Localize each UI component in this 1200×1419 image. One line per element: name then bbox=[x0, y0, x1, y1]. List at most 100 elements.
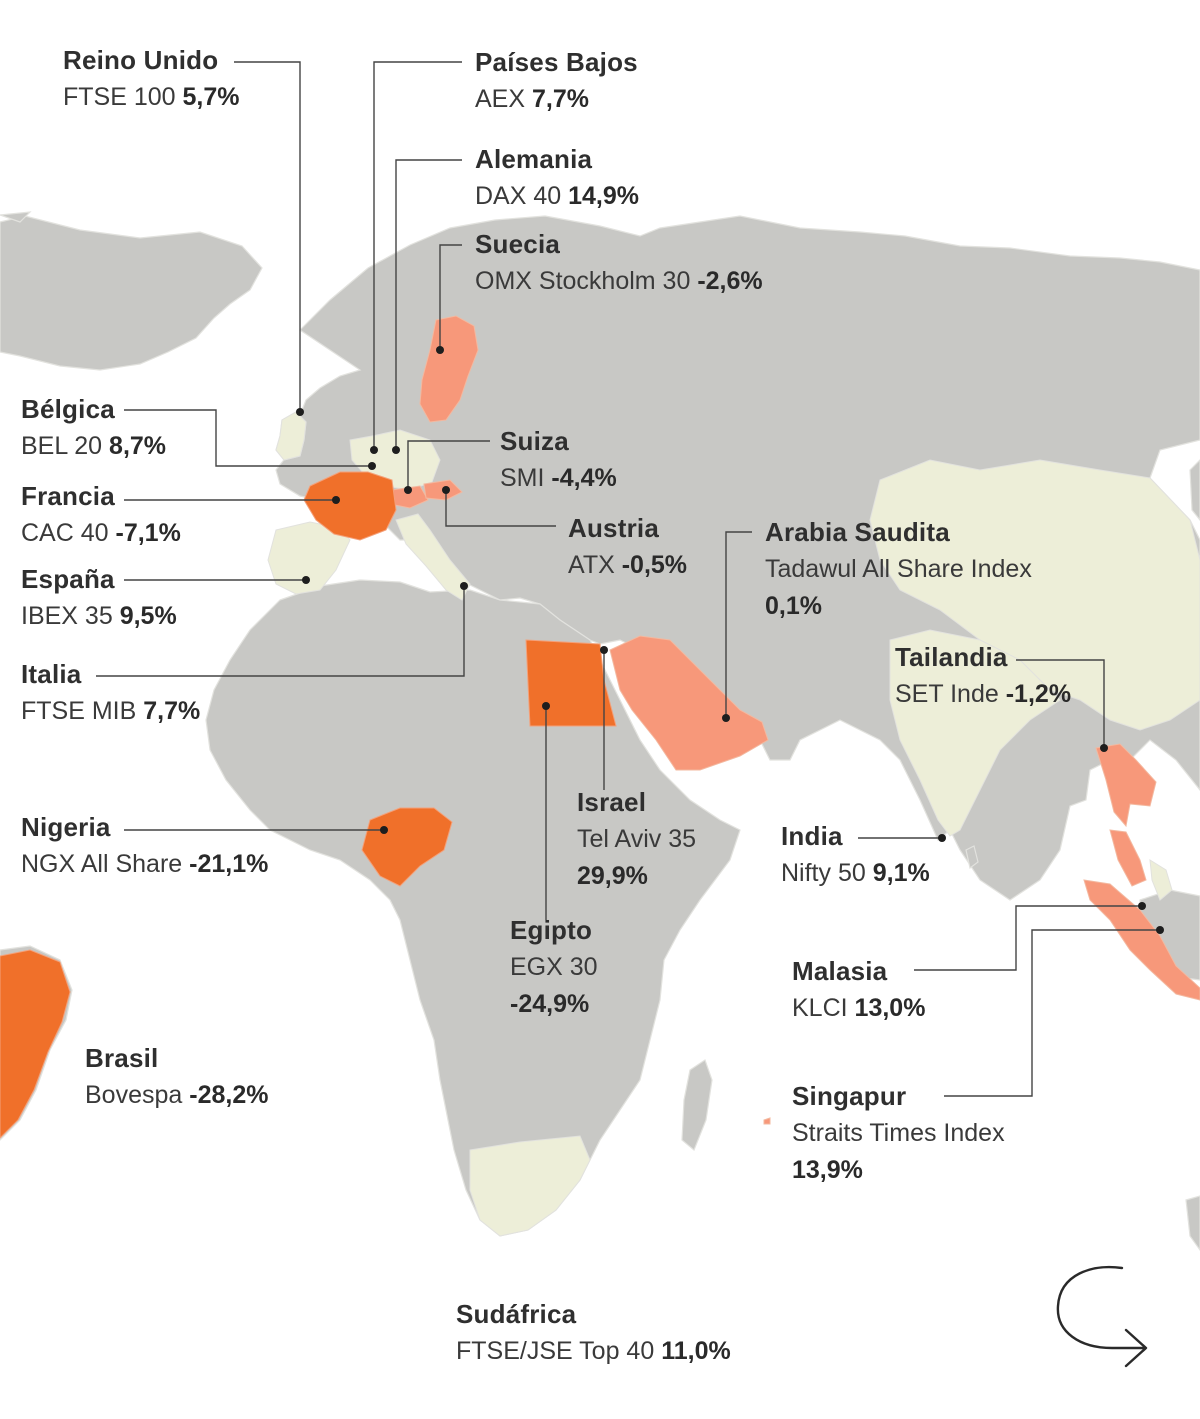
country-name: Brasil bbox=[85, 1043, 159, 1073]
index-value: -24,9% bbox=[510, 990, 590, 1018]
dot-malasia bbox=[1138, 902, 1146, 910]
index-name: ATX bbox=[568, 551, 615, 579]
index-name: FTSE 100 bbox=[63, 83, 176, 111]
index-value: -4,4% bbox=[551, 464, 617, 492]
country-name: España bbox=[21, 564, 115, 594]
dot-belgica bbox=[368, 462, 376, 470]
country-name: Arabia Saudita bbox=[765, 517, 950, 547]
dot-austria bbox=[442, 486, 450, 494]
country-name: India bbox=[781, 821, 843, 851]
country-name: Austria bbox=[568, 513, 659, 543]
label-egipto: Egipto EGX 30 -24,9% bbox=[510, 912, 598, 1023]
leader-suiza bbox=[407, 440, 490, 490]
label-sudafrica: Sudáfrica FTSE/JSE Top 40 11,0% bbox=[456, 1296, 731, 1370]
leader-lines bbox=[96, 61, 1160, 1097]
index-value: -7,1% bbox=[115, 519, 181, 547]
country-name: Sudáfrica bbox=[456, 1299, 577, 1329]
country-name: Tailandia bbox=[895, 642, 1008, 672]
leader-italia bbox=[96, 586, 465, 677]
land-madagascar bbox=[681, 1059, 713, 1151]
index-name: Tadawul All Share Index bbox=[765, 555, 1032, 583]
strong-orange-layer bbox=[0, 471, 617, 1139]
land-north-america bbox=[0, 215, 263, 371]
country-name: Malasia bbox=[792, 956, 888, 986]
marker-dots bbox=[296, 346, 1164, 934]
index-name: Bovespa bbox=[85, 1081, 183, 1109]
index-name: KLCI bbox=[792, 994, 848, 1022]
label-alemania: Alemania DAX 40 14,9% bbox=[475, 141, 639, 215]
leader-tailandia bbox=[1016, 659, 1105, 748]
label-brasil: Brasil Bovespa -28,2% bbox=[85, 1040, 268, 1114]
dot-alemania bbox=[392, 446, 400, 454]
dot-nigeria bbox=[380, 826, 388, 834]
dot-reino-unido bbox=[296, 408, 304, 416]
index-value: 29,9% bbox=[577, 862, 648, 890]
leader-reino-unido bbox=[234, 61, 301, 412]
dot-singapur bbox=[1156, 926, 1164, 934]
label-espana: España IBEX 35 9,5% bbox=[21, 561, 177, 635]
country-name: Suecia bbox=[475, 229, 561, 259]
country-name: Suiza bbox=[500, 426, 569, 456]
label-suecia: Suecia OMX Stockholm 30 -2,6% bbox=[475, 226, 763, 300]
country-name: Alemania bbox=[475, 144, 593, 174]
country-singapore-dot bbox=[763, 1117, 771, 1125]
leader-paises-bajos bbox=[373, 61, 462, 450]
country-thailand-fill bbox=[1095, 743, 1157, 828]
index-name: BEL 20 bbox=[21, 432, 103, 460]
index-value: -21,1% bbox=[189, 850, 269, 878]
leader-belgica bbox=[124, 409, 372, 467]
index-value: 7,7% bbox=[143, 697, 201, 725]
index-value: 0,1% bbox=[765, 592, 822, 620]
index-name: CAC 40 bbox=[21, 519, 109, 547]
dot-suecia bbox=[436, 346, 444, 354]
label-italia: Italia FTSE MIB 7,7% bbox=[21, 656, 200, 730]
label-francia: Francia CAC 40 -7,1% bbox=[21, 478, 181, 552]
index-name: OMX Stockholm 30 bbox=[475, 267, 691, 295]
dot-francia bbox=[332, 496, 340, 504]
label-malasia: Malasia KLCI 13,0% bbox=[792, 953, 925, 1027]
dot-egipto bbox=[542, 702, 550, 710]
label-tailandia: Tailandia SET Inde -1,2% bbox=[895, 639, 1071, 713]
label-belgica: Bélgica BEL 20 8,7% bbox=[21, 391, 166, 465]
country-name: Singapur bbox=[792, 1081, 907, 1111]
arrow-right-icon[interactable] bbox=[1052, 1262, 1152, 1392]
dot-paises-bajos bbox=[370, 446, 378, 454]
country-name: Nigeria bbox=[21, 812, 111, 842]
index-name: Straits Times Index bbox=[792, 1119, 1005, 1147]
country-india-fill bbox=[889, 629, 1061, 837]
country-france-fill bbox=[303, 471, 397, 541]
index-name: NGX All Share bbox=[21, 850, 183, 878]
country-name: Francia bbox=[21, 481, 115, 511]
country-malaysia-fill bbox=[1109, 829, 1147, 887]
country-china-fill bbox=[869, 459, 1200, 731]
dot-israel bbox=[600, 646, 608, 654]
label-nigeria: Nigeria NGX All Share -21,1% bbox=[21, 809, 268, 883]
label-arabia-saudita: Arabia Saudita Tadawul All Share Index 0… bbox=[765, 514, 1032, 625]
dot-arabia-saudita bbox=[722, 714, 730, 722]
index-value: 5,7% bbox=[182, 83, 240, 111]
country-sweden-fill bbox=[419, 315, 479, 423]
leader-austria bbox=[445, 490, 556, 527]
index-value: 14,9% bbox=[568, 182, 640, 210]
leader-arabia-saudita bbox=[725, 531, 752, 718]
country-name: Israel bbox=[577, 787, 647, 817]
label-reino-unido: Reino Unido FTSE 100 5,7% bbox=[63, 42, 240, 116]
label-austria: Austria ATX -0,5% bbox=[568, 510, 687, 584]
index-name: IBEX 35 bbox=[21, 602, 113, 630]
land-australia-edge bbox=[1185, 1195, 1200, 1252]
country-name: Italia bbox=[21, 659, 82, 689]
index-name: FTSE/JSE Top 40 bbox=[456, 1337, 655, 1365]
leader-suecia bbox=[439, 244, 462, 350]
leader-singapur bbox=[944, 929, 1160, 1097]
label-israel: Israel Tel Aviv 35 29,9% bbox=[577, 784, 696, 895]
index-value: 9,1% bbox=[872, 859, 930, 887]
country-name: Reino Unido bbox=[63, 45, 219, 75]
index-name: Tel Aviv 35 bbox=[577, 825, 697, 853]
index-value: 8,7% bbox=[109, 432, 167, 460]
land-japan bbox=[1189, 459, 1200, 521]
index-name: EGX 30 bbox=[510, 953, 598, 981]
dot-tailandia bbox=[1100, 744, 1108, 752]
index-value: -0,5% bbox=[621, 551, 688, 579]
index-value: -1,2% bbox=[1005, 680, 1072, 708]
index-name: Nifty 50 bbox=[781, 859, 866, 887]
